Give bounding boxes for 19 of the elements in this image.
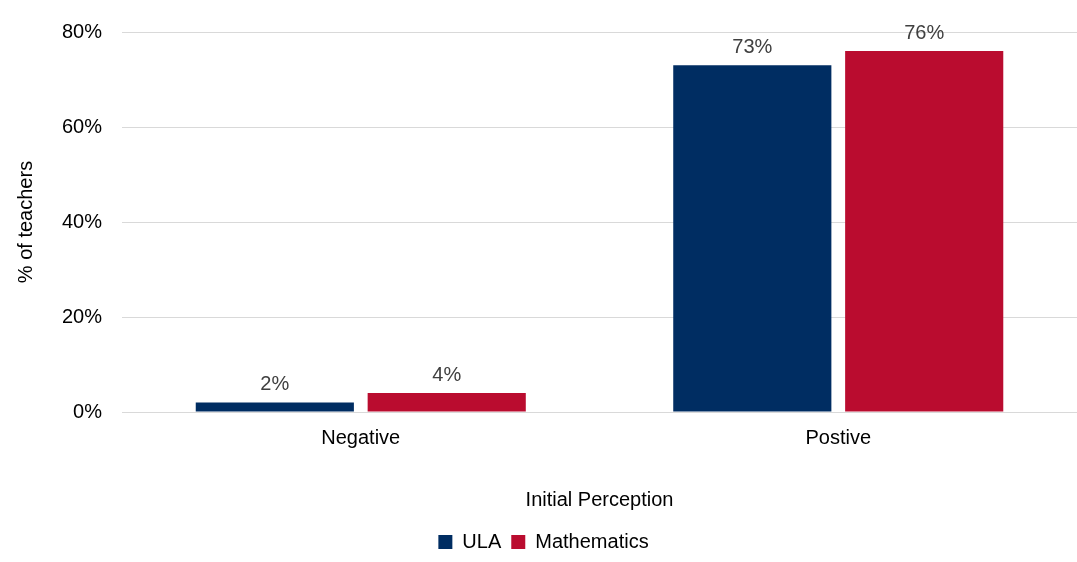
y-tick-label: 0% — [73, 399, 103, 422]
bar — [673, 65, 832, 412]
x-tick-label: Negative — [321, 425, 401, 448]
legend-label: Mathematics — [535, 529, 649, 552]
bar — [195, 402, 354, 412]
legend-label: ULA — [462, 529, 502, 552]
y-tick-label: 20% — [62, 304, 103, 327]
x-axis-title: Initial Perception — [525, 487, 674, 510]
y-tick-label: 40% — [62, 209, 103, 232]
data-label: 2% — [260, 372, 290, 395]
y-axis-title: % of teachers — [13, 160, 36, 284]
bar — [367, 393, 526, 412]
data-label: 4% — [432, 362, 462, 385]
data-label: 76% — [904, 20, 945, 43]
y-tick-label: 60% — [62, 114, 103, 137]
data-label: 73% — [732, 34, 773, 57]
x-tick-label: Postive — [805, 425, 872, 448]
y-tick-label: 80% — [62, 19, 103, 42]
bar — [845, 51, 1004, 412]
